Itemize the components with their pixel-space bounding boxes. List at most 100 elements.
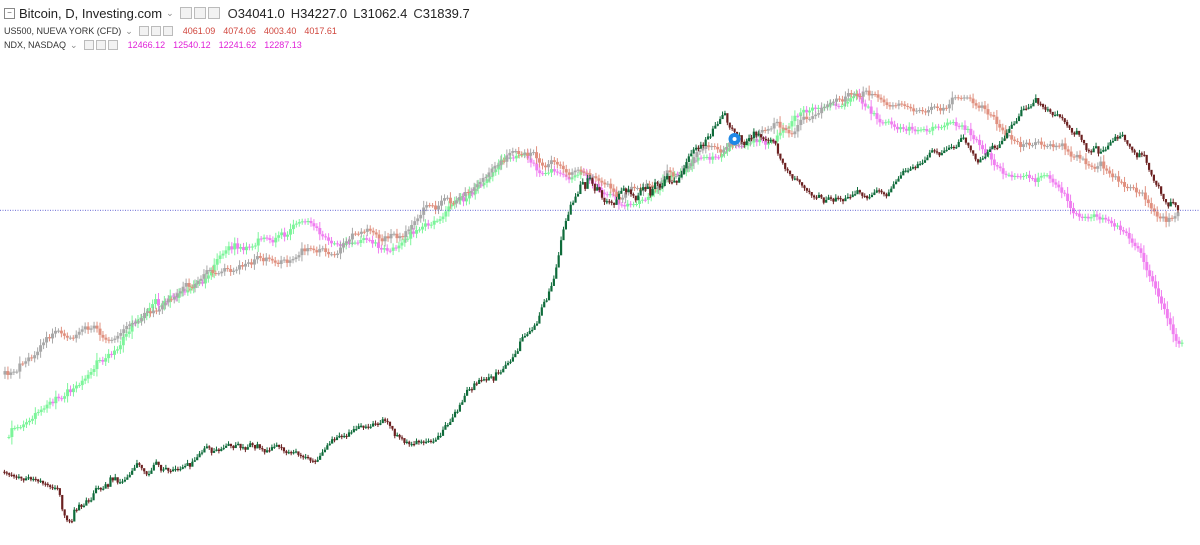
us500-candle — [1066, 149, 1070, 152]
us500-candle — [484, 176, 488, 178]
bitcoin-candle — [752, 131, 755, 139]
us500-candle — [172, 297, 176, 300]
ndx-candle — [145, 312, 149, 317]
ndx-candle — [576, 174, 580, 176]
us500-candle — [294, 257, 298, 260]
us500-candle — [1170, 217, 1174, 219]
ndx-candle — [359, 240, 363, 243]
close-icon[interactable] — [162, 26, 173, 36]
bitcoin-candle — [169, 470, 172, 472]
bitcoin-candle — [372, 423, 375, 427]
us500-candle — [834, 98, 838, 102]
ndx-candle — [379, 247, 383, 250]
event-marker-icon[interactable] — [728, 133, 741, 146]
bitcoin-candle — [774, 141, 777, 144]
us500-candle — [74, 334, 78, 339]
us500-candle — [1114, 176, 1118, 178]
us500-candle — [932, 106, 936, 108]
bitcoin-candle — [1135, 152, 1139, 158]
visibility-toggle-icon[interactable] — [179, 7, 192, 19]
ndx-candle — [309, 220, 313, 224]
bitcoin-candle — [1116, 136, 1119, 139]
bitcoin-candle — [670, 182, 674, 184]
us500-candle — [609, 183, 613, 189]
us500-candle — [805, 116, 809, 120]
bitcoin-candle — [632, 194, 635, 196]
chevron-down-icon[interactable]: ⌄ — [70, 39, 78, 50]
bitcoin-candle — [256, 444, 259, 449]
us500-candle — [790, 133, 794, 135]
bitcoin-candle — [538, 315, 541, 324]
settings-icon[interactable] — [95, 40, 106, 50]
bitcoin-candle — [410, 444, 413, 446]
us500-candle — [12, 371, 16, 373]
bitcoin-candle — [699, 144, 702, 149]
close-icon[interactable] — [207, 7, 220, 19]
ndx-candle — [113, 350, 117, 355]
us500-candle — [686, 166, 690, 169]
bitcoin-candle — [772, 140, 775, 142]
us500-candle — [48, 337, 52, 339]
us500-candle — [603, 182, 607, 185]
us500-candle — [350, 233, 354, 240]
bitcoin-candle — [986, 152, 989, 157]
bitcoin-candle — [1174, 202, 1177, 206]
bitcoin-candle — [482, 379, 486, 381]
bitcoin-candle — [528, 331, 531, 335]
close-icon[interactable] — [107, 40, 118, 50]
ndx-candle — [1060, 187, 1064, 193]
us500-candle — [915, 110, 919, 112]
us500-candle — [1087, 164, 1091, 166]
visibility-toggle-icon[interactable] — [138, 26, 149, 36]
collapse-icon[interactable]: − — [4, 7, 15, 19]
ndx-candle — [1025, 174, 1029, 176]
us500-candle — [971, 98, 975, 104]
settings-icon[interactable] — [150, 26, 161, 36]
bitcoin-candle — [1104, 149, 1107, 151]
chevron-down-icon[interactable]: ⌄ — [125, 25, 133, 36]
ndx-candle — [1180, 342, 1184, 344]
us500-candle — [570, 172, 574, 175]
bitcoin-candle — [244, 447, 247, 450]
us500-candle — [1051, 144, 1055, 148]
us500-candle — [232, 270, 236, 272]
ndx-candle — [242, 247, 246, 251]
bitcoin-candle — [473, 383, 476, 391]
ndx-candle — [761, 139, 765, 141]
bitcoin-candle — [719, 119, 722, 125]
us500-candle — [196, 280, 200, 284]
settings-icon[interactable] — [193, 7, 206, 19]
ndx-open-value: 12466.12 — [127, 40, 166, 50]
bitcoin-candle — [926, 157, 929, 161]
bitcoin-candle — [138, 463, 141, 465]
bitcoin-candle — [321, 452, 324, 456]
ndx-candle — [711, 156, 715, 160]
ndx-candle — [1022, 175, 1026, 178]
bitcoin-candle — [1039, 103, 1042, 105]
us500-candle — [968, 97, 972, 99]
ndx-candle — [376, 242, 380, 248]
bitcoin-candle — [559, 240, 563, 256]
bitcoin-candle — [743, 141, 746, 146]
bitcoin-candle — [885, 194, 888, 197]
bitcoin-candle — [687, 156, 690, 163]
ndx-candle — [198, 282, 202, 284]
bitcoin-candle — [1126, 140, 1129, 144]
us500-candle — [1105, 168, 1109, 171]
visibility-toggle-icon[interactable] — [83, 40, 94, 50]
ndx-candle — [271, 240, 275, 243]
bitcoin-candle — [762, 137, 765, 140]
ndx-candle — [438, 219, 442, 221]
us500-candle — [270, 258, 274, 261]
bitcoin-candle — [1138, 153, 1141, 158]
chevron-down-icon[interactable]: ⌄ — [166, 7, 174, 18]
ndx-candle — [1124, 231, 1128, 233]
us500-candle — [695, 151, 699, 158]
bitcoin-candle — [439, 435, 442, 438]
ndx-candle — [259, 238, 263, 240]
ndx-candle — [479, 184, 483, 186]
us500-candle — [1007, 135, 1011, 137]
bitcoin-candle — [340, 435, 343, 438]
